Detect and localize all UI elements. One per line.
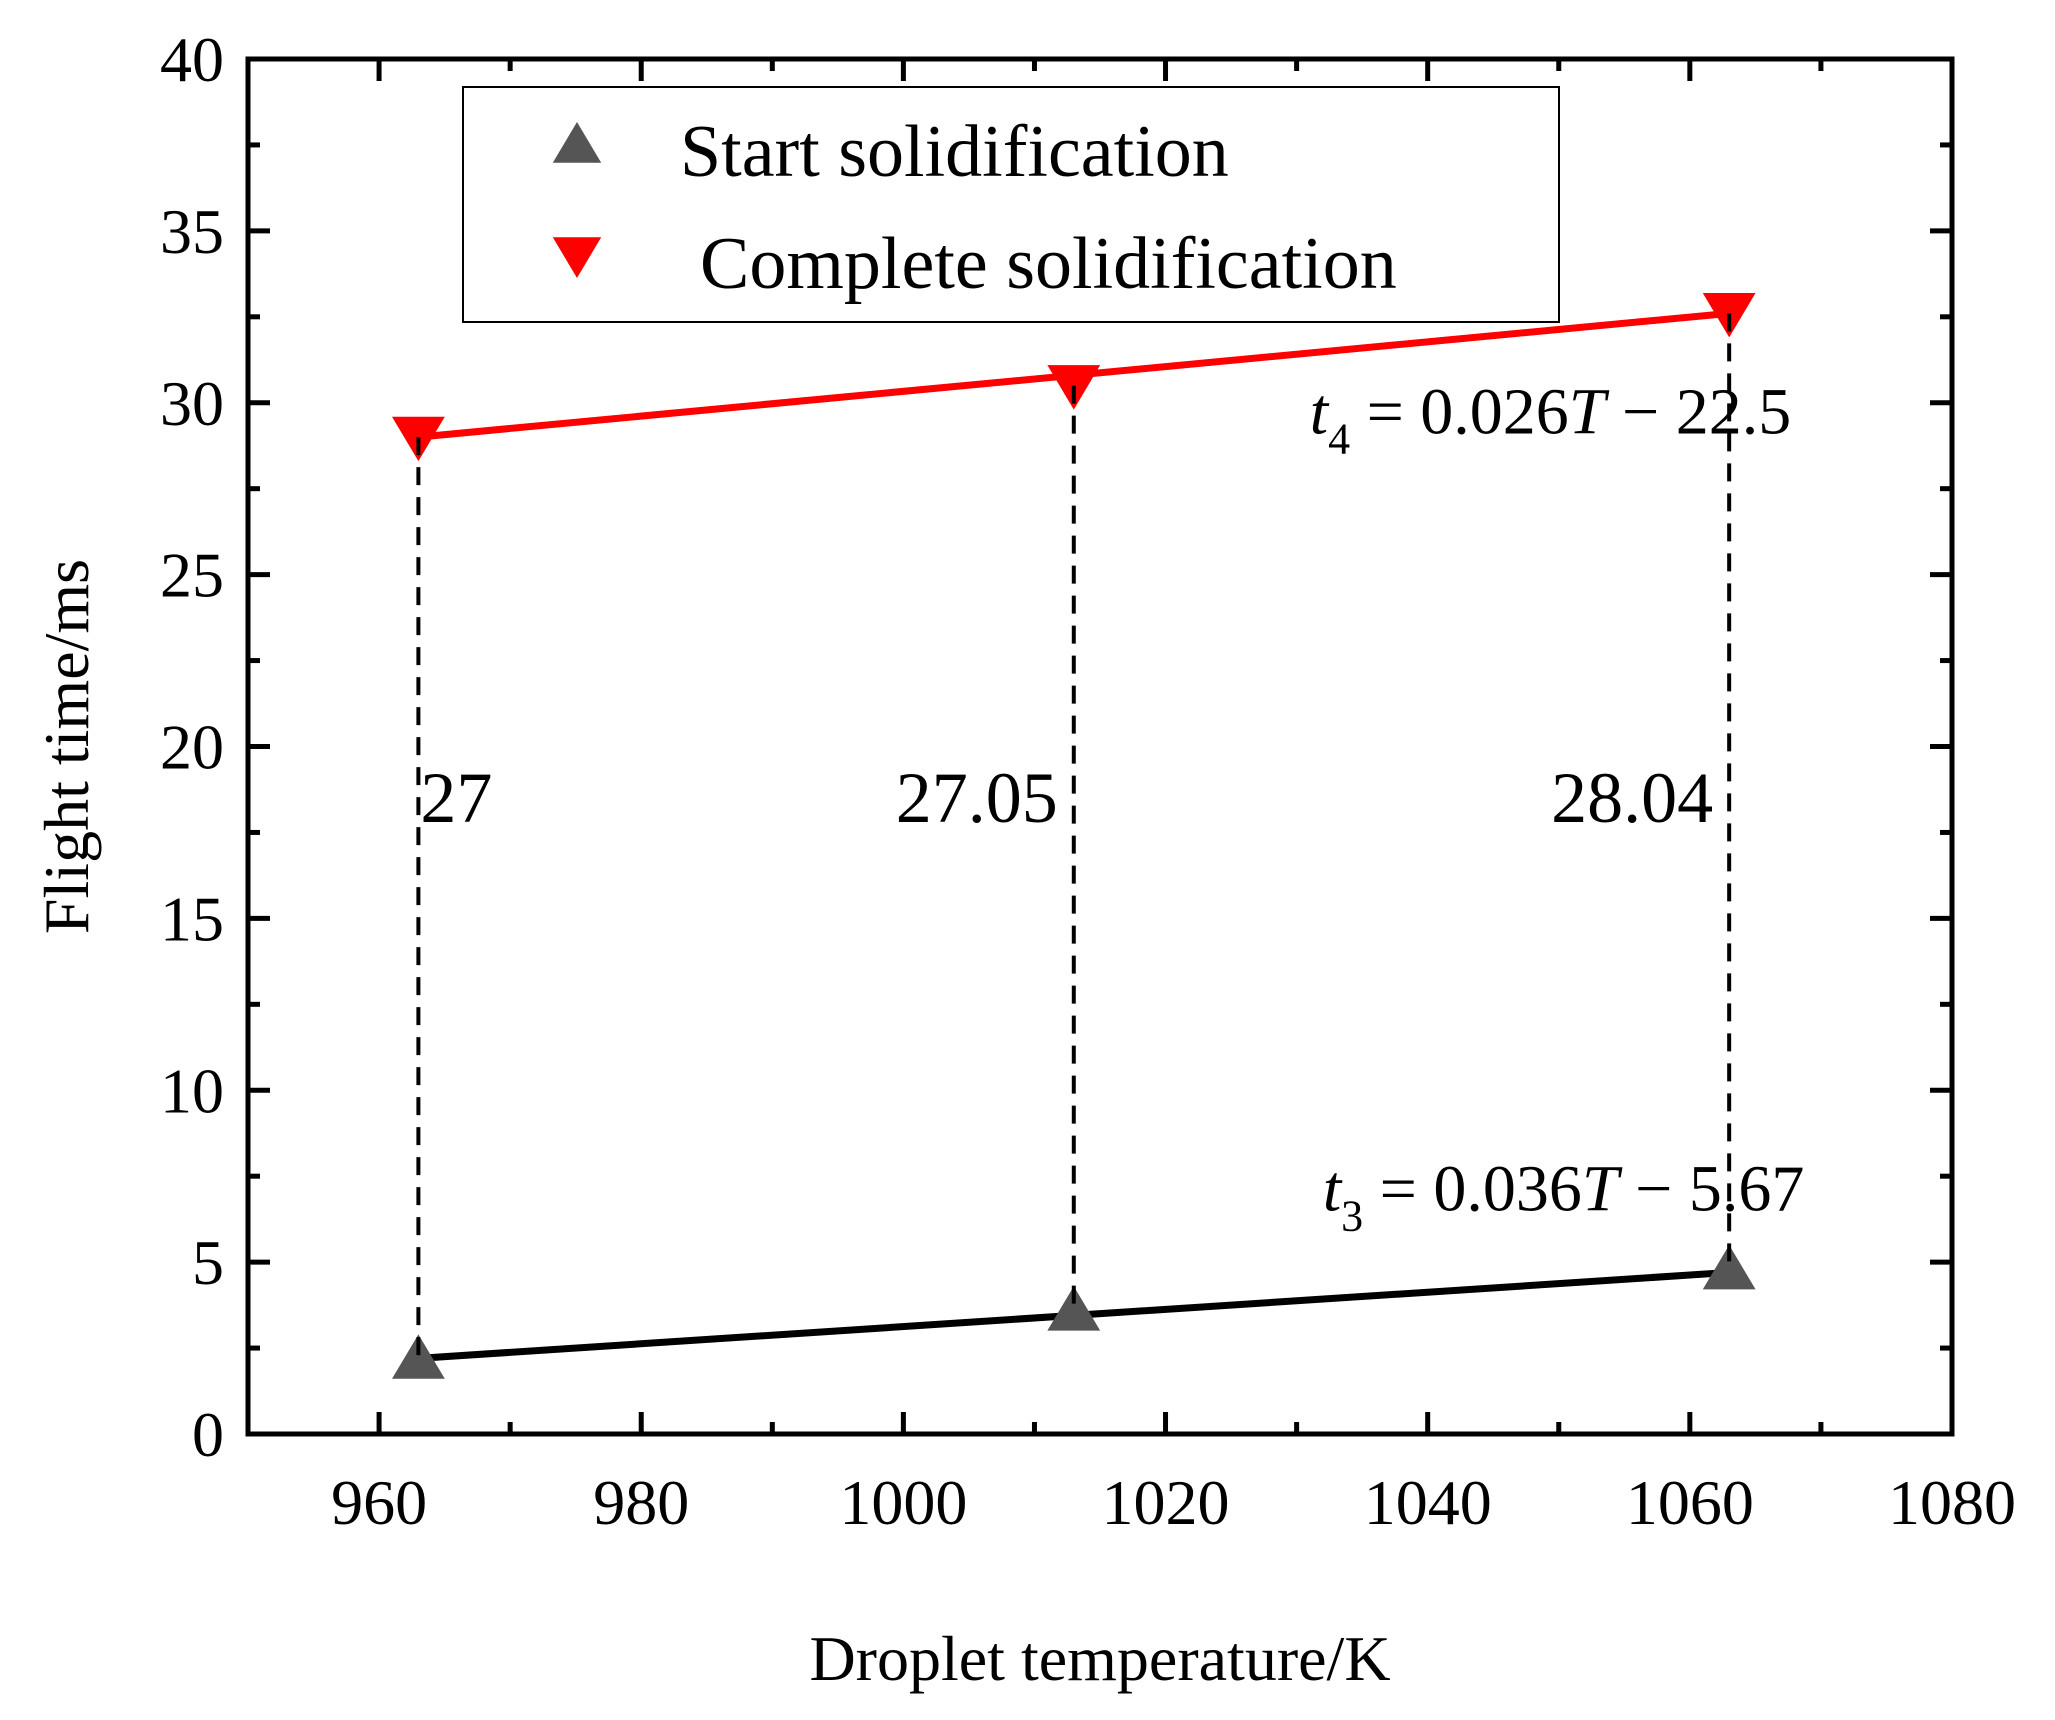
equation-rhs: = 0.026 (1350, 376, 1569, 449)
start-solidification-point (392, 1334, 445, 1379)
y-axis-label: Flight time/ms (31, 559, 102, 934)
plot-frame (245, 56, 1955, 1437)
fit-equation: t3 = 0.036T − 5.67 (1323, 1153, 1805, 1241)
x-tick-label: 1000 (839, 1467, 967, 1538)
equation-constant: − 22.5 (1606, 376, 1792, 449)
equation-constant: − 5.67 (1619, 1153, 1805, 1226)
legend-complete-marker (552, 237, 602, 278)
y-tick-label: 0 (192, 1399, 224, 1470)
y-tick-label: 20 (160, 712, 224, 783)
legend: Start solidification Complete solidificat… (462, 86, 1560, 323)
y-tick-label: 5 (192, 1227, 224, 1298)
legend-start-label: Start solidification (680, 111, 1229, 193)
x-tick-label: 1060 (1626, 1467, 1754, 1538)
legend-box (462, 86, 1560, 323)
y-tick-label: 35 (160, 196, 224, 267)
start-solidification-point (1047, 1286, 1101, 1331)
x-tick-label: 1040 (1364, 1467, 1492, 1538)
x-tick-label: 1020 (1102, 1467, 1230, 1538)
difference-label: 28.04 (1551, 758, 1713, 838)
equation-variable-T: T (1582, 1153, 1623, 1226)
y-tick-label: 30 (160, 368, 224, 439)
x-tick-label: 960 (331, 1467, 427, 1538)
difference-label: 27.05 (896, 758, 1058, 838)
equation-variable: t (1310, 376, 1330, 449)
x-axis-label: Droplet temperature/K (809, 1623, 1390, 1694)
equation-variable: t (1323, 1153, 1343, 1226)
legend-start-marker (552, 122, 602, 163)
y-tick-label: 10 (160, 1055, 224, 1126)
y-tick-label: 40 (160, 24, 224, 95)
ticks-layer: 960 980 1000 1020 1040 1060 1080 0 5 10 15 20 25 30 35… (160, 24, 2016, 1538)
fit-equation: t4 = 0.026T − 22.5 (1310, 376, 1792, 464)
legend-complete-label: Complete solidification (700, 223, 1397, 305)
start-solidification-point (1702, 1245, 1756, 1290)
equation-rhs: = 0.036 (1363, 1153, 1582, 1226)
difference-label: 27 (420, 758, 492, 838)
y-tick-label: 15 (160, 883, 224, 954)
equation-subscript: 3 (1341, 1192, 1363, 1241)
x-tick-label: 1080 (1888, 1467, 2016, 1538)
x-tick-label: 980 (593, 1467, 689, 1538)
y-tick-label: 25 (160, 540, 224, 611)
equation-subscript: 4 (1328, 415, 1350, 464)
equation-variable-T: T (1569, 376, 1610, 449)
